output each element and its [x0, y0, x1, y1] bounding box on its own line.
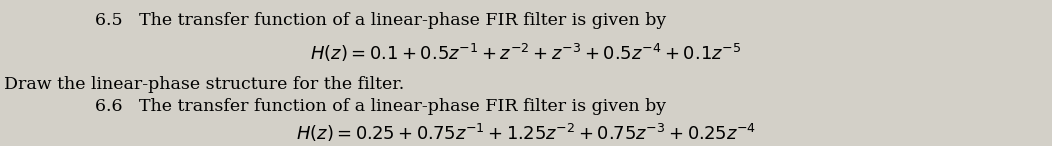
Text: $H(z)=0.1+0.5z^{-1}+z^{-2}+z^{-3}+0.5z^{-4}+0.1z^{-5}$: $H(z)=0.1+0.5z^{-1}+z^{-2}+z^{-3}+0.5z^{… [310, 42, 742, 64]
Text: 6.6   The transfer function of a linear-phase FIR filter is given by: 6.6 The transfer function of a linear-ph… [95, 98, 666, 115]
Text: $H(z)=0.25+0.75z^{-1}+1.25z^{-2}+0.75z^{-3}+0.25z^{-4}$: $H(z)=0.25+0.75z^{-1}+1.25z^{-2}+0.75z^{… [296, 122, 756, 144]
Text: 6.5   The transfer function of a linear-phase FIR filter is given by: 6.5 The transfer function of a linear-ph… [95, 12, 666, 29]
Text: Draw the linear-phase structure for the filter.: Draw the linear-phase structure for the … [4, 76, 404, 93]
